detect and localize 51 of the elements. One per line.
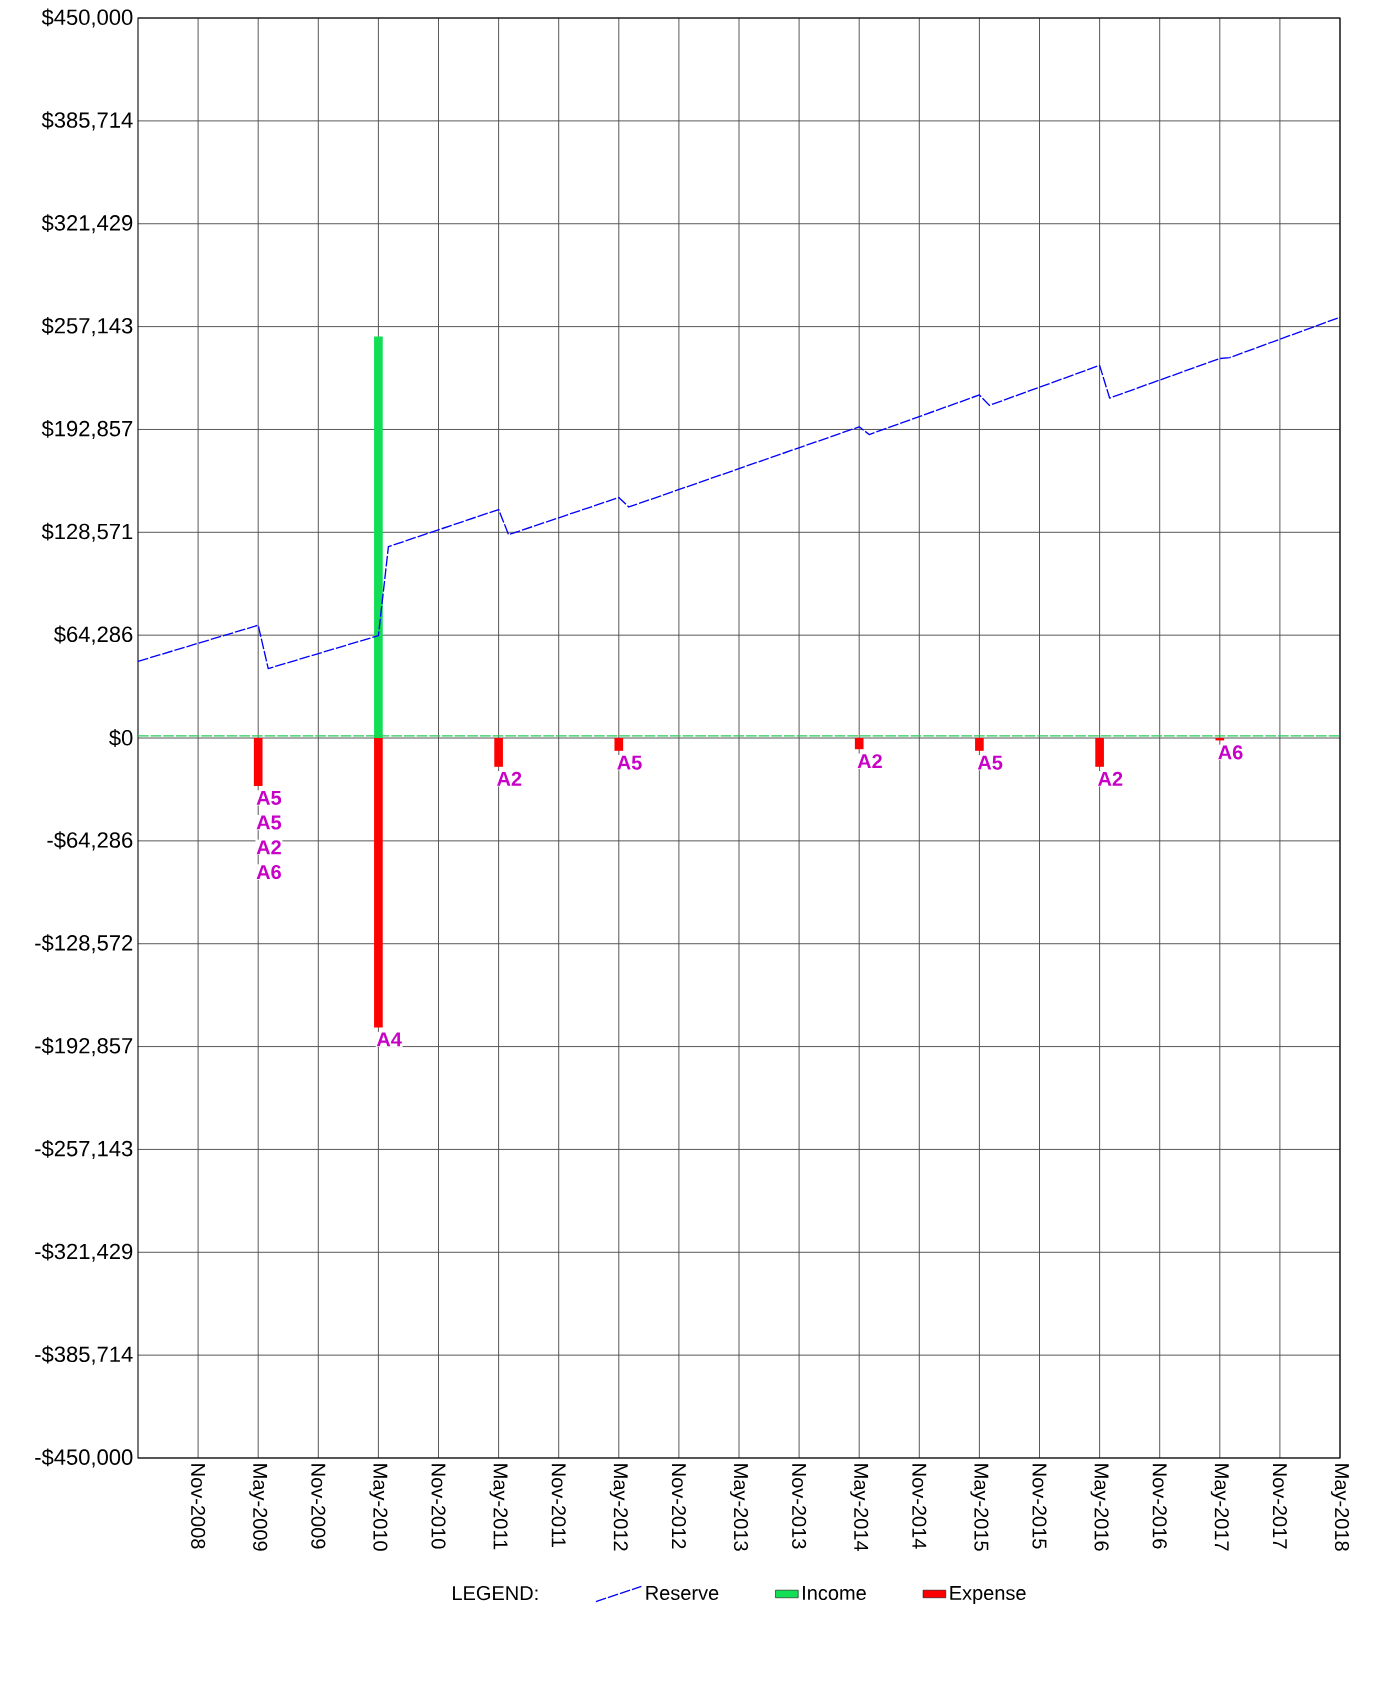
annotation: A5 [617,755,642,770]
x-tick-label: May-2017 [1210,1464,1229,1551]
x-tick-label: Nov-2014 [912,1464,927,1549]
y-tick-label: $0 [109,729,133,747]
y-tick-label: -$450,000 [35,1448,133,1468]
x-tick-label: Nov-2011 [551,1464,566,1547]
y-tick-label: $64,286 [54,625,133,645]
y-tick-label: $450,000 [41,8,133,28]
y-tick-label: -$321,429 [35,1242,133,1262]
x-tick-label: May-2018 [1330,1464,1350,1551]
y-tick-label: $192,857 [41,419,133,440]
annotation: A6 [1218,745,1243,760]
legend-label: Income [803,1586,866,1601]
annotation: A2 [256,840,281,855]
x-tick-label: May-2011 [489,1464,508,1550]
y-tick-label: $257,143 [41,317,133,337]
annotation: A5 [977,755,1003,770]
y-tick-label: $321,429 [41,214,133,234]
annotation: A5 [256,815,282,830]
x-tick-label: Nov-2010 [431,1464,446,1549]
x-tick-label: Nov-2016 [1152,1464,1167,1549]
y-tick-label: -$192,857 [35,1037,133,1057]
y-tick-label: $385,714 [41,111,133,131]
y-tick-label: -$128,572 [35,934,133,954]
x-tick-label: Nov-2012 [671,1464,686,1549]
annotation: A5 [256,790,282,805]
x-tick-label: Nov-2013 [792,1464,807,1549]
x-tick-label: May-2013 [729,1464,749,1551]
y-tick-label: -$64,286 [47,831,133,851]
y-tick-label: $128,571 [41,522,133,542]
x-tick-label: May-2010 [369,1464,388,1551]
x-tick-label: Nov-2015 [1032,1464,1047,1549]
annotation: A6 [256,864,281,880]
x-tick-label: May-2012 [609,1464,628,1551]
x-tick-label: Nov-2017 [1272,1464,1287,1549]
y-tick-label: -$385,714 [35,1345,133,1365]
x-tick-label: May-2016 [1090,1464,1109,1551]
legend-label: Expense [950,1586,1026,1604]
x-tick-label: May-2009 [249,1464,268,1551]
x-tick-label: May-2015 [970,1464,989,1551]
annotation: A2 [1098,771,1123,786]
x-tick-label: Nov-2008 [191,1464,206,1549]
x-tick-label: Nov-2009 [311,1464,326,1549]
annotation: A2 [857,754,882,769]
annotation: A4 [376,1032,402,1047]
x-tick-label: May-2014 [850,1464,869,1552]
legend-label: Reserve [646,1586,719,1601]
annotation: A2 [497,771,522,786]
legend-title: LEGEND: [453,1585,538,1601]
y-tick-label: -$257,143 [35,1139,133,1159]
line-series [137,316,1341,670]
